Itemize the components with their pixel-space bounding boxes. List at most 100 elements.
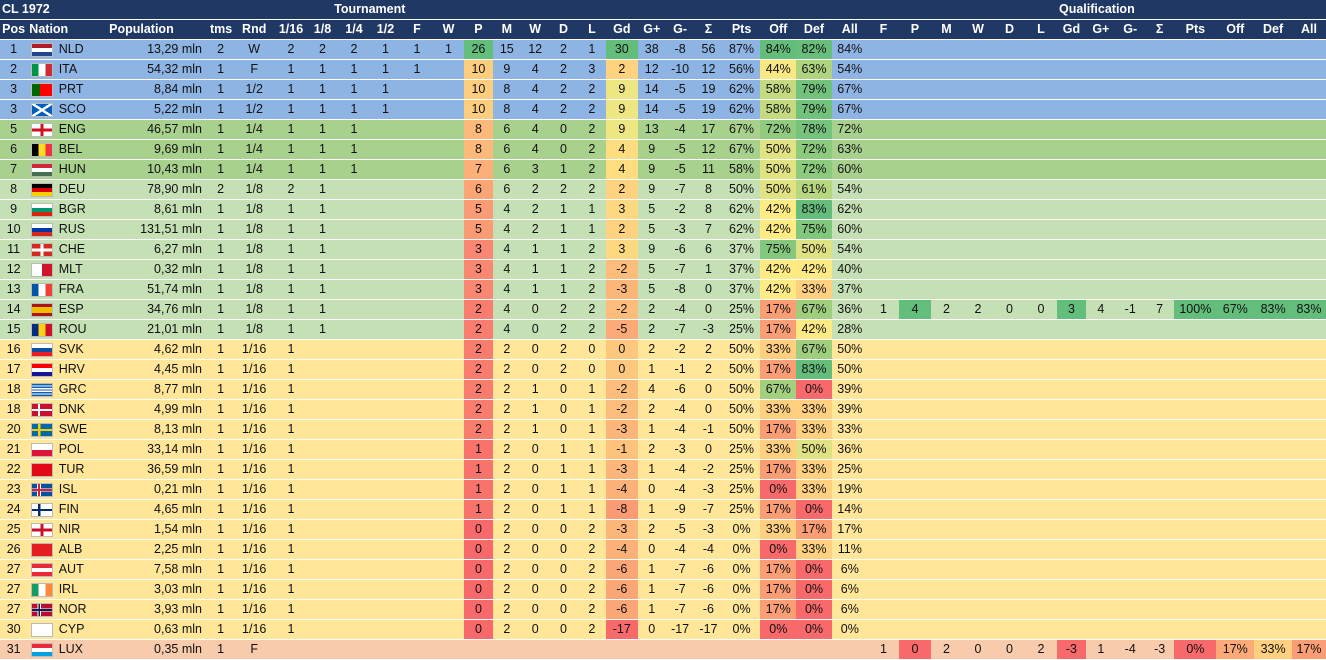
stat-cell: 2 — [549, 39, 578, 60]
stat-cell: 4 — [492, 219, 521, 240]
qual-cell — [962, 419, 994, 440]
stat-cell: 0 — [694, 399, 723, 420]
qual-cell — [993, 39, 1026, 60]
qual-cell — [1086, 39, 1116, 60]
qual-cell: 2 — [1025, 639, 1057, 660]
teams-cell: 1 — [207, 319, 234, 340]
population-cell: 0,35 mln — [107, 639, 208, 660]
stat-cell: 2 — [492, 459, 521, 480]
qual-cell — [930, 539, 963, 560]
stat-cell — [464, 639, 493, 660]
population-cell: 8,61 mln — [107, 199, 208, 220]
qual-cell — [1115, 439, 1145, 460]
stat-cell: 2 — [577, 179, 607, 200]
nation-cell: ROU — [56, 319, 108, 340]
stat-cell: 2 — [577, 559, 607, 580]
stat-cell: 50% — [796, 239, 832, 260]
qual-cell — [1144, 319, 1175, 340]
round-count-cell — [401, 499, 433, 520]
qual-cell — [1086, 219, 1116, 240]
population-cell: 6,27 mln — [107, 239, 208, 260]
round-count-cell — [306, 459, 339, 480]
qual-cell — [1291, 199, 1326, 220]
stat-cell: 6 — [492, 119, 521, 140]
qual-cell — [1174, 179, 1217, 200]
col-header-stat: Off — [760, 19, 797, 40]
qual-cell — [1115, 319, 1145, 340]
qual-cell — [1216, 239, 1255, 260]
population-cell: 2,25 mln — [107, 539, 208, 560]
stat-cell: 17% — [796, 519, 832, 540]
flag-aut-icon — [31, 562, 53, 577]
qual-cell — [1174, 359, 1217, 380]
qual-cell: 83% — [1254, 299, 1292, 320]
qual-cell — [1216, 259, 1255, 280]
stat-cell: 2 — [549, 99, 578, 120]
qual-cell — [1291, 499, 1326, 520]
pos-cell: 5 — [0, 119, 28, 140]
stat-cell: 0 — [549, 579, 578, 600]
round-count-cell: 1 — [369, 99, 402, 120]
stat-cell: 6% — [831, 599, 868, 620]
qual-cell — [993, 99, 1026, 120]
stat-cell: 0 — [694, 299, 723, 320]
round-count-cell — [401, 579, 433, 600]
qual-cell — [1144, 219, 1175, 240]
table-row: 26 ALB 2,25 mln 1 1/16 1 0 2 0 0 2 -4 0 -4 -4 0% 0% 33% 11… — [0, 539, 1326, 560]
stat-cell: 2 — [492, 339, 521, 360]
qual-cell — [1056, 239, 1087, 260]
qual-cell — [1174, 259, 1217, 280]
round-count-cell — [432, 319, 465, 340]
qual-cell — [1056, 79, 1087, 100]
stat-cell: 37% — [722, 259, 761, 280]
stat-cell: 30 — [606, 39, 638, 60]
col-header-round: 1/8 — [306, 19, 339, 40]
stat-cell: -4 — [665, 539, 695, 560]
qual-cell: 2 — [962, 299, 994, 320]
table-row: 20 SWE 8,13 mln 1 1/16 1 2 2 1 0 1 -3 1 -4 -1 50% 17% 33%… — [0, 419, 1326, 440]
round-count-cell — [401, 439, 433, 460]
round-count-cell — [338, 259, 370, 280]
qual-cell — [1174, 339, 1217, 360]
round-count-cell — [338, 319, 370, 340]
qual-cell — [1216, 479, 1255, 500]
qual-cell — [1025, 499, 1057, 520]
population-cell: 4,45 mln — [107, 359, 208, 380]
round-cell: W — [233, 39, 276, 60]
qual-cell — [1254, 459, 1292, 480]
flag-cell — [27, 419, 57, 440]
qual-cell — [899, 379, 931, 400]
col-header-round: 1/16 — [275, 19, 307, 40]
qual-cell — [993, 339, 1026, 360]
qual-cell — [1144, 559, 1175, 580]
stat-cell: 1 — [577, 399, 607, 420]
qual-cell — [1025, 99, 1057, 120]
stat-cell: 11 — [694, 159, 723, 180]
stat-cell: -3 — [606, 459, 638, 480]
qual-cell — [867, 59, 900, 80]
col-header-stat: Gd — [606, 19, 638, 40]
qual-cell — [867, 459, 900, 480]
table-row: 13 FRA 51,74 mln 1 1/8 1 1 3 4 1 1 2 -3 5 -8 0 37% 42% 33%… — [0, 279, 1326, 300]
round-count-cell — [306, 359, 339, 380]
round-count-cell — [369, 459, 402, 480]
qual-cell — [867, 159, 900, 180]
qual-cell — [1115, 59, 1145, 80]
round-count-cell — [401, 479, 433, 500]
qual-cell — [1086, 519, 1116, 540]
qual-cell — [1086, 379, 1116, 400]
qual-cell — [1025, 539, 1057, 560]
table-row: 10 RUS 131,51 mln 1 1/8 1 1 5 4 2 1 1 2 5 -3 7 62% 42% 75%… — [0, 219, 1326, 240]
table-row: 27 AUT 7,58 mln 1 1/16 1 0 2 0 0 2 -6 1 -7 -6 0% 17% 0% 6% — [0, 559, 1326, 580]
stat-cell: 37% — [722, 279, 761, 300]
qual-cell — [1025, 179, 1057, 200]
stat-cell: 6% — [831, 579, 868, 600]
stat-cell: 1 — [577, 419, 607, 440]
round-count-cell — [401, 219, 433, 240]
stat-cell: 2 — [637, 519, 666, 540]
qual-cell — [899, 319, 931, 340]
qual-cell — [930, 559, 963, 580]
stat-cell: 1 — [464, 499, 493, 520]
pos-cell: 26 — [0, 539, 28, 560]
flag-cell — [27, 439, 57, 460]
